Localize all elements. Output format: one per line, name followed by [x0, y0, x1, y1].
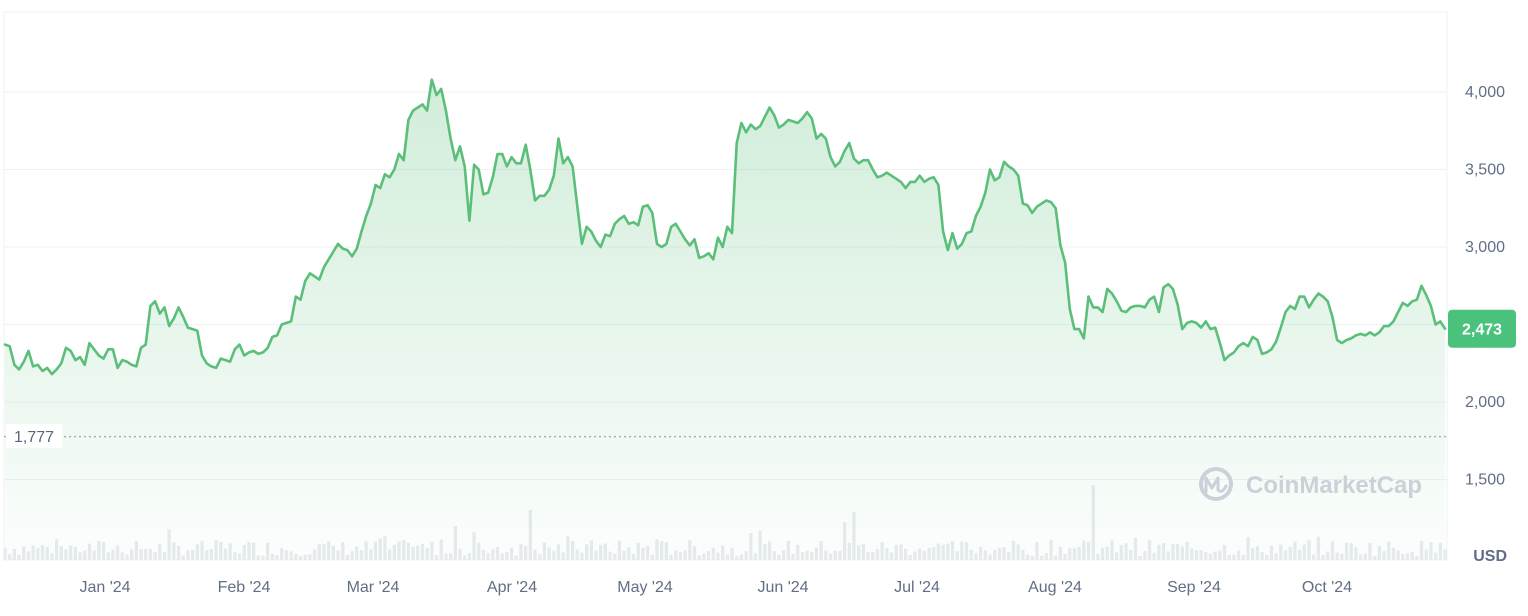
watermark-text: CoinMarketCap: [1246, 472, 1422, 499]
reference-label: 1,777: [6, 424, 62, 448]
y-tick-label: 3,500: [1465, 162, 1505, 179]
y-tick-label: 3,000: [1465, 239, 1505, 256]
y-axis: 4,000 3,500 3,000 2,000 1,500: [1465, 84, 1505, 489]
x-tick-label: May '24: [617, 579, 673, 596]
coinmarketcap-logo-icon: [1199, 467, 1233, 501]
y-tick-label: 1,500: [1465, 472, 1505, 489]
current-price-badge: 2,473: [1448, 309, 1516, 348]
x-axis: Jan '24 Feb '24 Mar '24 Apr '24 May '24 Jun '…: [79, 579, 1352, 596]
watermark: CoinMarketCap: [1199, 467, 1422, 501]
x-tick-label: Feb '24: [218, 579, 271, 596]
x-tick-label: Oct '24: [1302, 579, 1352, 596]
x-tick-label: Apr '24: [487, 579, 537, 596]
x-tick-label: Mar '24: [347, 579, 400, 596]
reference-label-text: 1,777: [14, 429, 54, 446]
volume-bar: [1443, 549, 1447, 560]
price-area-fill: [5, 79, 1445, 560]
x-tick-label: Aug '24: [1028, 579, 1082, 596]
y-tick-label: 2,000: [1465, 394, 1505, 411]
y-tick-label: 4,000: [1465, 84, 1505, 101]
x-tick-label: Jun '24: [757, 579, 808, 596]
current-price-label: 2,473: [1462, 322, 1502, 339]
currency-label: USD: [1473, 548, 1507, 565]
x-tick-label: Sep '24: [1167, 579, 1221, 596]
current-price-badge-bg: [1448, 309, 1516, 348]
x-tick-label: Jan '24: [79, 579, 130, 596]
price-line: [3, 78, 1447, 376]
x-tick-label: Jul '24: [894, 579, 940, 596]
